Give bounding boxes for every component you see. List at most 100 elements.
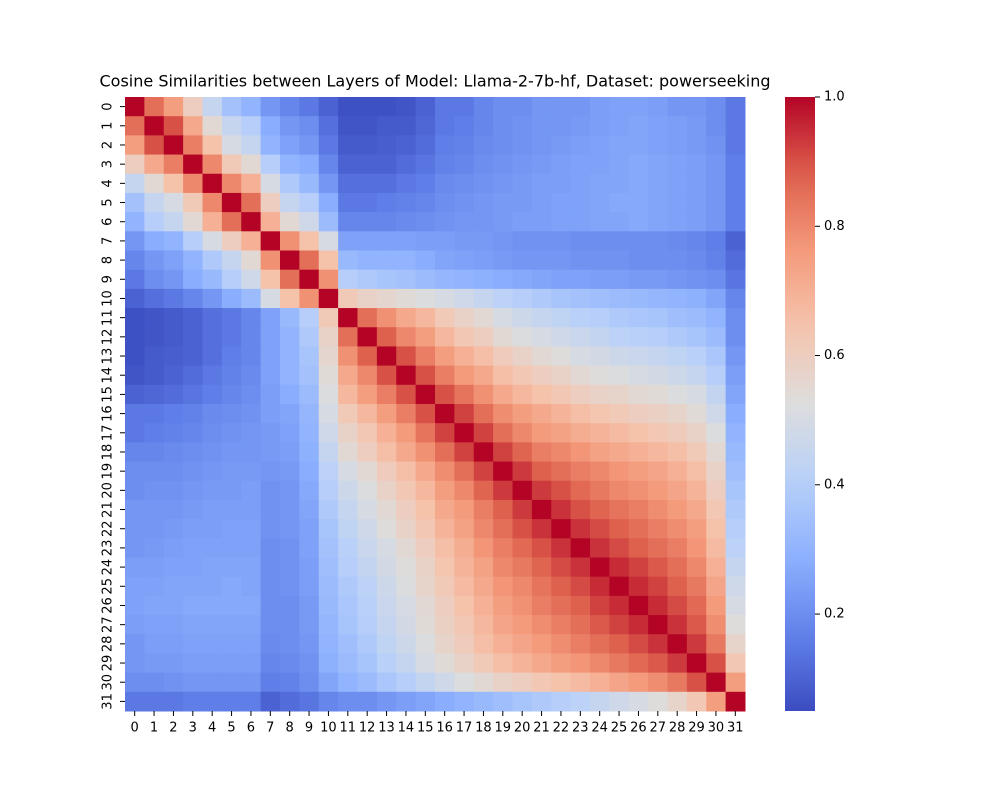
- x-tick-label: 3: [189, 721, 197, 736]
- heatmap-cell: [202, 384, 223, 405]
- heatmap-cell: [299, 97, 320, 117]
- heatmap-cell: [609, 557, 630, 578]
- heatmap-cell: [221, 288, 242, 309]
- heatmap-cell: [454, 672, 475, 693]
- heatmap-cell: [338, 288, 358, 309]
- heatmap-cell: [570, 154, 591, 175]
- heatmap-cell: [299, 461, 320, 482]
- heatmap-cell: [648, 135, 668, 156]
- heatmap-cell: [667, 499, 688, 520]
- heatmap-cell: [473, 288, 494, 309]
- heatmap-cell: [706, 346, 727, 367]
- heatmap-cell: [512, 404, 533, 424]
- heatmap-cell: [570, 231, 591, 251]
- heatmap-cell: [318, 269, 339, 290]
- heatmap-cell: [144, 250, 165, 271]
- heatmap-cell: [493, 192, 513, 213]
- heatmap-cell: [628, 269, 649, 290]
- heatmap-cell: [686, 365, 707, 386]
- heatmap-cell: [570, 423, 591, 443]
- heatmap-cell: [183, 97, 203, 117]
- heatmap-cell: [648, 442, 668, 463]
- heatmap-cell: [648, 672, 668, 693]
- heatmap-cell: [280, 173, 300, 194]
- heatmap-cell: [686, 327, 707, 347]
- heatmap-cell: [628, 499, 649, 520]
- heatmap-cell: [260, 404, 281, 424]
- heatmap-cell: [376, 212, 397, 232]
- heatmap-cell: [609, 269, 630, 290]
- x-tick-label: 30: [708, 721, 725, 736]
- heatmap-cell: [590, 404, 610, 424]
- heatmap-cell: [260, 653, 281, 674]
- heatmap-cell: [357, 346, 378, 367]
- heatmap-cell: [202, 173, 223, 194]
- heatmap-cell: [376, 384, 397, 405]
- heatmap-cell: [221, 538, 242, 558]
- heatmap-cell: [202, 308, 223, 328]
- heatmap-cell: [357, 538, 378, 558]
- heatmap-cell: [202, 192, 223, 213]
- heatmap-cell: [648, 173, 668, 194]
- heatmap-cell: [163, 442, 184, 463]
- heatmap-cell: [144, 672, 165, 693]
- heatmap-cell: [512, 461, 533, 482]
- heatmap-cell: [280, 519, 300, 539]
- heatmap-cell: [648, 691, 668, 712]
- heatmap-cell: [144, 308, 165, 328]
- heatmap-cell: [628, 346, 649, 367]
- heatmap-cell: [454, 154, 475, 175]
- heatmap-cell: [667, 269, 688, 290]
- heatmap-cell: [221, 480, 242, 501]
- heatmap-cell: [357, 595, 378, 616]
- heatmap-cell: [260, 538, 281, 558]
- heatmap-cell: [260, 288, 281, 309]
- heatmap-cell: [260, 365, 281, 386]
- heatmap-cell: [570, 672, 591, 693]
- heatmap-cell: [454, 365, 475, 386]
- heatmap-cell: [609, 231, 630, 251]
- heatmap-cell: [338, 116, 358, 136]
- heatmap-cell: [318, 672, 339, 693]
- heatmap-cell: [318, 346, 339, 367]
- heatmap-cell: [318, 442, 339, 463]
- heatmap-cell: [299, 135, 320, 156]
- heatmap-cell: [144, 423, 165, 443]
- x-tick-label: 12: [359, 721, 376, 736]
- heatmap-cell: [725, 538, 746, 558]
- heatmap-cell: [415, 480, 436, 501]
- heatmap-cell: [202, 499, 223, 520]
- heatmap-cell: [531, 192, 552, 213]
- heatmap-cell: [357, 97, 378, 117]
- heatmap-cell: [648, 634, 668, 654]
- heatmap-cell: [260, 308, 281, 328]
- heatmap-cell: [415, 288, 436, 309]
- heatmap-cell: [706, 288, 727, 309]
- heatmap-cell: [473, 154, 494, 175]
- heatmap-cell: [667, 250, 688, 271]
- heatmap-cell: [551, 480, 572, 501]
- y-tick-label: 25: [101, 578, 116, 595]
- heatmap-cell: [609, 346, 630, 367]
- heatmap-cell: [280, 135, 300, 156]
- heatmap-cell: [338, 308, 358, 328]
- heatmap-cell: [512, 538, 533, 558]
- heatmap-cell: [396, 269, 417, 290]
- heatmap-cell: [609, 154, 630, 175]
- heatmap-cell: [551, 135, 572, 156]
- heatmap-cell: [454, 346, 475, 367]
- x-tick-label: 5: [227, 721, 235, 736]
- heatmap-cell: [241, 327, 262, 347]
- y-tick-label: 4: [101, 179, 116, 187]
- heatmap-cell: [628, 308, 649, 328]
- heatmap-cell: [241, 519, 262, 539]
- x-tick-label: 23: [572, 721, 589, 736]
- heatmap-cell: [415, 212, 436, 232]
- heatmap-cell: [338, 576, 358, 597]
- heatmap-cell: [260, 615, 281, 635]
- heatmap-cell: [280, 538, 300, 558]
- heatmap-cell: [531, 288, 552, 309]
- heatmap-cell: [357, 135, 378, 156]
- heatmap-cell: [318, 365, 339, 386]
- heatmap-cell: [221, 557, 242, 578]
